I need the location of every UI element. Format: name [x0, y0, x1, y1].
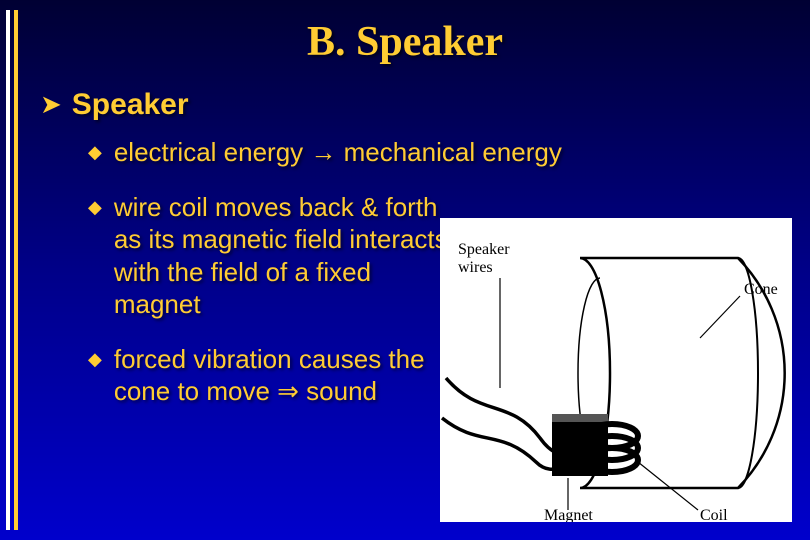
accent-bars: [6, 10, 18, 530]
bullet-text: electrical energy → mechanical energy: [114, 136, 562, 169]
magnet-top: [552, 414, 608, 422]
heading-line: ➤ Speaker: [40, 88, 782, 122]
label-magnet: Magnet: [544, 507, 593, 522]
accent-bar-white: [6, 10, 10, 530]
accent-bar-gold: [14, 10, 18, 530]
heading-text: Speaker: [72, 88, 189, 122]
label-speaker-wires-2: wires: [458, 259, 493, 276]
label-speaker-wires: Speaker: [458, 241, 510, 258]
bullet-text: forced vibration causes the cone to move…: [114, 343, 454, 408]
diamond-bullet-icon: ◆: [88, 136, 102, 168]
bullet-text: wire coil moves back & forth as its magn…: [114, 191, 454, 321]
label-cone: Cone: [744, 281, 778, 298]
slide-title: B. Speaker: [0, 0, 810, 66]
speaker-diagram: Speaker wires Cone Magnet Coil: [440, 218, 792, 522]
label-coil: Coil: [700, 507, 728, 522]
speaker-diagram-svg: Speaker wires Cone Magnet Coil: [440, 218, 792, 522]
bullet-item: ◆ electrical energy → mechanical energy: [88, 136, 782, 169]
diamond-bullet-icon: ◆: [88, 343, 102, 375]
arrow-bullet-icon: ➤: [40, 92, 62, 118]
diamond-bullet-icon: ◆: [88, 191, 102, 223]
leader-cone: [700, 296, 740, 338]
leader-coil: [638, 462, 698, 510]
